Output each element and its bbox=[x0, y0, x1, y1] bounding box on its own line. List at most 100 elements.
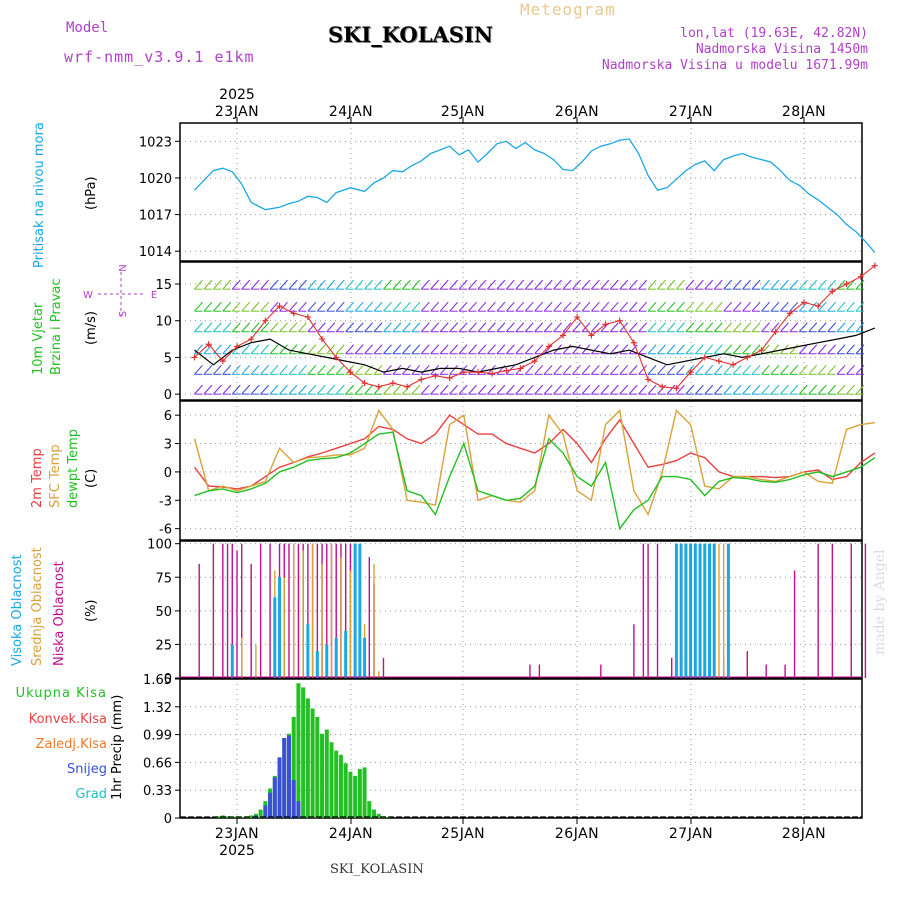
panel-frame-clouds bbox=[179, 540, 863, 679]
xtick-top-label-0: 23JAN bbox=[215, 104, 259, 120]
cloud-bar bbox=[241, 543, 243, 678]
precip-bar bbox=[263, 805, 268, 818]
wind-barb bbox=[316, 344, 326, 355]
wind-barb bbox=[742, 301, 751, 312]
wind-speed-marker bbox=[701, 354, 708, 361]
wind-barb bbox=[751, 322, 761, 333]
wind-barb bbox=[420, 301, 430, 312]
wind-barb bbox=[364, 279, 373, 290]
cloud-bar bbox=[307, 543, 309, 678]
wind-barb bbox=[505, 384, 515, 395]
wind-barb bbox=[411, 279, 421, 290]
wind-barb bbox=[694, 279, 704, 290]
wind-speed-marker bbox=[517, 365, 524, 372]
wind-speed-marker bbox=[786, 310, 793, 317]
cloud-bar bbox=[689, 543, 693, 678]
wind-barb bbox=[694, 384, 704, 395]
wind-barb bbox=[241, 344, 251, 355]
wind-barb bbox=[439, 322, 449, 333]
wind-speed-marker bbox=[489, 370, 496, 377]
wind-speed-marker bbox=[375, 383, 382, 390]
wind-barb bbox=[194, 322, 203, 333]
wind-barb bbox=[505, 301, 515, 312]
wind-barb bbox=[723, 279, 733, 290]
wind-barb bbox=[723, 301, 733, 312]
wind-barb bbox=[335, 279, 345, 290]
cloud-bar bbox=[316, 543, 319, 678]
precip-bar bbox=[348, 771, 353, 818]
precip-bar bbox=[315, 716, 320, 818]
wind-barb bbox=[855, 364, 865, 375]
wind-barb bbox=[326, 344, 336, 355]
wind-barb bbox=[487, 384, 496, 395]
wind-barb bbox=[534, 384, 544, 395]
xtick-top-label-5: 28JAN bbox=[782, 104, 826, 120]
wind-barb bbox=[260, 364, 270, 375]
cloud-bar bbox=[278, 577, 282, 678]
cloud-bar bbox=[226, 543, 229, 678]
wind-barb bbox=[420, 322, 430, 333]
wind-barb bbox=[203, 279, 213, 290]
precip-bar bbox=[357, 769, 362, 818]
wind-speed-marker bbox=[474, 369, 481, 376]
wind-barb bbox=[600, 279, 610, 290]
wind-barb bbox=[354, 364, 364, 375]
wind-barb bbox=[392, 384, 402, 395]
wind-barb bbox=[770, 384, 780, 395]
wind-barb bbox=[761, 279, 770, 290]
wind-barb bbox=[600, 364, 610, 375]
wind-barb bbox=[590, 344, 600, 355]
wind-barb bbox=[250, 344, 260, 355]
precip-bar bbox=[329, 742, 334, 818]
ytick-label-clouds-1: 25 bbox=[155, 638, 172, 653]
wind-barb bbox=[798, 384, 808, 395]
wind-barb bbox=[279, 384, 288, 395]
wind-barb bbox=[279, 301, 288, 312]
precip-bar bbox=[268, 792, 273, 818]
wind-barb bbox=[676, 279, 685, 290]
wind-barb bbox=[553, 364, 562, 375]
wind-barb bbox=[496, 279, 506, 290]
wind-barb bbox=[638, 301, 648, 312]
wind-barb bbox=[572, 384, 581, 395]
wind-barb bbox=[751, 279, 761, 290]
wind-barb bbox=[789, 384, 799, 395]
wind-barb bbox=[742, 364, 751, 375]
precip-bar bbox=[291, 716, 296, 818]
wind-barb bbox=[458, 344, 468, 355]
wind-barb bbox=[288, 279, 298, 290]
xtick-bottom-label-5: 28JAN bbox=[782, 826, 826, 842]
wind-barb bbox=[420, 364, 430, 375]
wind-barb bbox=[779, 279, 789, 290]
wind-barb bbox=[572, 279, 581, 290]
cloud-bar bbox=[703, 543, 707, 678]
wind-barb bbox=[269, 364, 279, 375]
precip-bar bbox=[305, 698, 310, 818]
wind-barb bbox=[827, 344, 837, 355]
wind-barb bbox=[798, 344, 808, 355]
wind-barb bbox=[553, 301, 562, 312]
wind-barb bbox=[590, 384, 600, 395]
wind-speed-marker bbox=[432, 372, 439, 379]
wind-barb bbox=[676, 301, 685, 312]
wind-speed-marker bbox=[574, 314, 581, 321]
wind-barb bbox=[685, 364, 695, 375]
wind-barb bbox=[562, 384, 572, 395]
wind-barb bbox=[298, 301, 307, 312]
wind-barb bbox=[817, 322, 827, 333]
model-name: wrf-nmm_v3.9.1 e1km bbox=[64, 48, 255, 66]
wind-barb bbox=[335, 322, 345, 333]
ytick-label-pressure-3: 1023 bbox=[139, 135, 172, 150]
precip-bar bbox=[324, 729, 329, 818]
wind-barb bbox=[515, 322, 525, 333]
wind-barb bbox=[401, 301, 411, 312]
cloud-bar bbox=[674, 543, 678, 678]
wind-barb bbox=[836, 384, 846, 395]
wind-speed-marker bbox=[446, 374, 453, 381]
wind-barb bbox=[439, 301, 449, 312]
year-top-label: 2025 bbox=[219, 87, 255, 103]
wind-barb bbox=[666, 384, 676, 395]
wind-speed-marker bbox=[460, 369, 467, 376]
cloud-bar bbox=[746, 651, 748, 678]
wind-barb bbox=[817, 384, 827, 395]
